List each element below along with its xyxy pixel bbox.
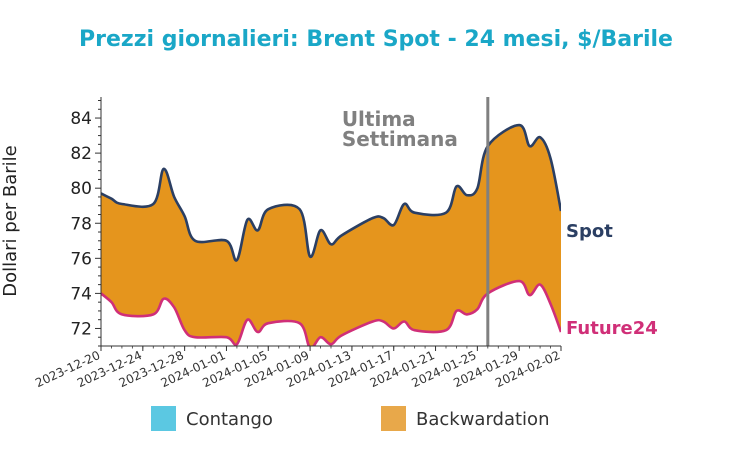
series-line-future24 xyxy=(101,279,561,346)
y-tick-label: 82 xyxy=(70,144,92,164)
series-line-spot xyxy=(101,123,561,262)
y-tick-label: 80 xyxy=(70,179,92,199)
legend: Contango Backwardation xyxy=(151,406,549,431)
chart-title: Prezzi giornalieri: Brent Spot - 24 mesi… xyxy=(79,27,673,52)
y-tick-label: 78 xyxy=(70,214,92,234)
legend-label-backwardation: Backwardation xyxy=(416,409,549,430)
legend-swatch-backwardation xyxy=(381,406,406,431)
last-week-label-line2: Settimana xyxy=(342,127,458,151)
y-axis-label: Dollari per Barile xyxy=(0,145,21,297)
y-tick-label: 76 xyxy=(70,249,92,269)
end-label-future24: Future24 xyxy=(566,318,658,339)
y-tick-label: 84 xyxy=(70,109,92,129)
legend-label-contango: Contango xyxy=(186,409,273,430)
legend-swatch-contango xyxy=(151,406,176,431)
backwardation-fill-area xyxy=(101,125,561,346)
end-label-spot: Spot xyxy=(566,221,613,242)
y-tick-label: 72 xyxy=(70,319,92,339)
last-week-label-line1: Ultima xyxy=(342,107,416,131)
y-tick-label: 74 xyxy=(70,284,92,304)
plot-area: UltimaSettimana727476788082842023-12-202… xyxy=(33,97,658,390)
